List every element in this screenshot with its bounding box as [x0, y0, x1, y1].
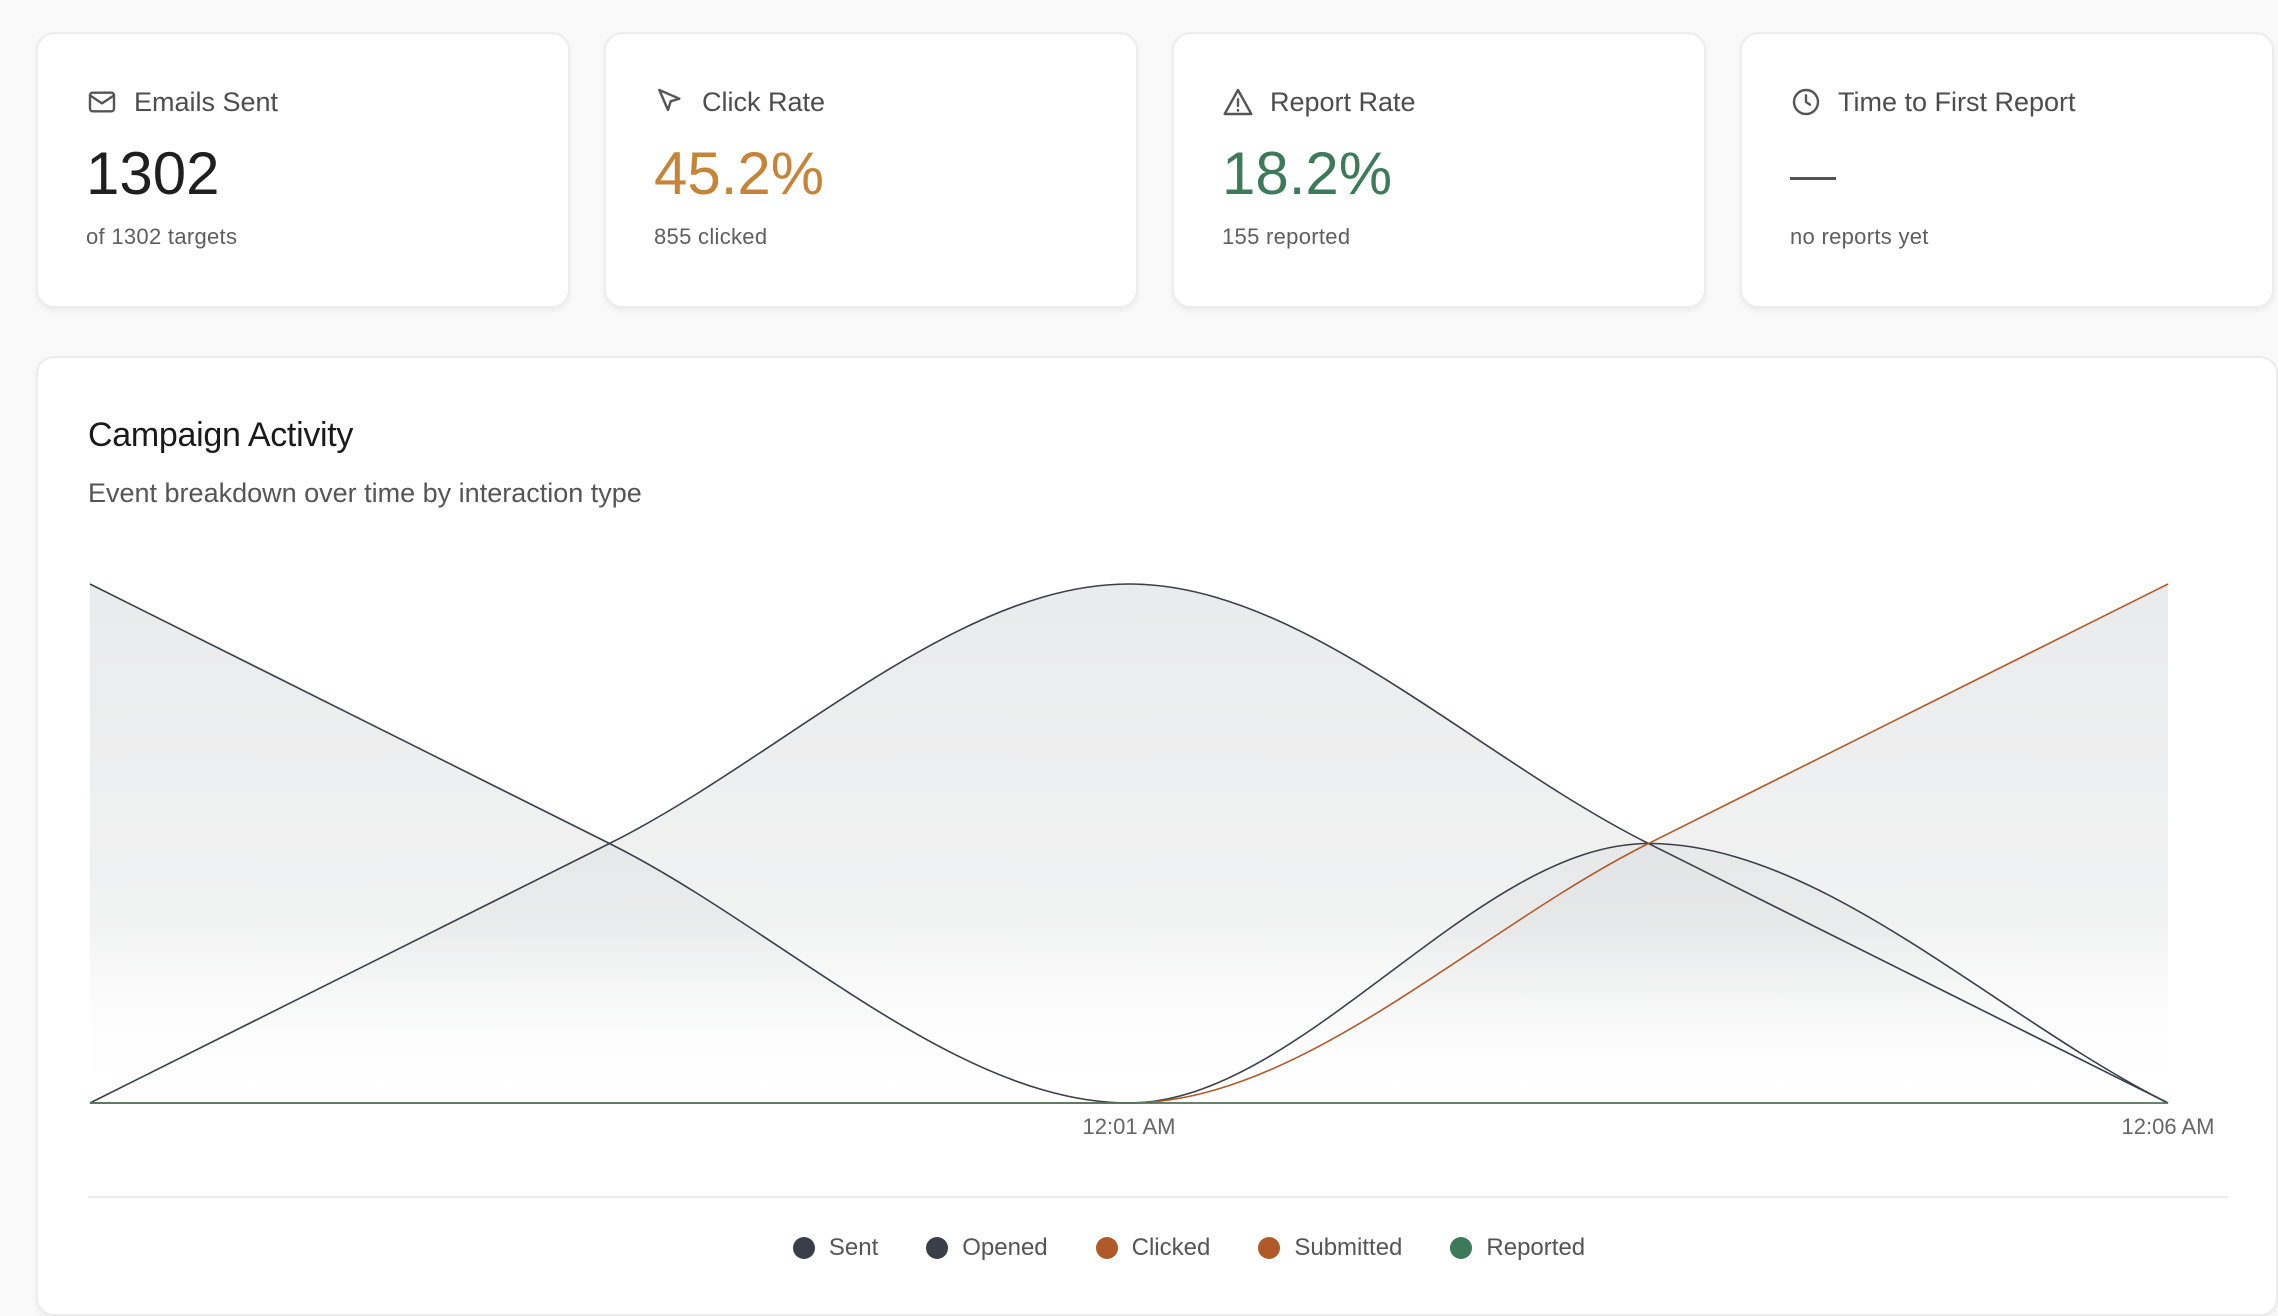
legend-dot-icon: [1450, 1237, 1473, 1259]
stat-value: 18.2%: [1222, 140, 1393, 207]
time-to-first-report-card: Time to First Report no reports yet: [1740, 32, 2274, 308]
stats-row: Emails Sent 1302 of 1302 targets Click R…: [36, 32, 2274, 308]
chart-legend: Sent Opened Clicked Submitted Reported: [38, 1234, 2278, 1262]
cursor-icon: [658, 88, 681, 112]
legend-item-reported[interactable]: Reported: [1450, 1234, 1585, 1262]
chart-divider: [88, 1196, 2228, 1198]
stat-subtext: 155 reported: [1222, 224, 1351, 249]
legend-item-submitted[interactable]: Submitted: [1258, 1234, 1402, 1262]
legend-label: Clicked: [1131, 1234, 1211, 1261]
campaign-activity-card: Campaign Activity Event breakdown over t…: [36, 356, 2278, 1316]
x-tick-label: 12:01 AM: [1083, 1114, 1176, 1139]
empty-dash-icon: [1790, 176, 1836, 180]
stat-label: Report Rate: [1270, 86, 1416, 117]
emails-sent-card: Emails Sent 1302 of 1302 targets: [36, 32, 570, 308]
legend-label: Sent: [828, 1234, 879, 1261]
legend-dot-icon: [792, 1237, 815, 1259]
x-tick-label: 12:06 AM: [2122, 1114, 2215, 1139]
card-subtitle: Event breakdown over time by interaction…: [88, 478, 642, 508]
legend-item-clicked[interactable]: Clicked: [1095, 1234, 1211, 1262]
legend-item-opened[interactable]: Opened: [926, 1234, 1048, 1262]
legend-label: Submitted: [1294, 1234, 1403, 1261]
legend-dot-icon: [926, 1237, 949, 1259]
stat-subtext: 855 clicked: [654, 224, 768, 249]
click-rate-card: Click Rate 45.2% 855 clicked: [604, 32, 1138, 308]
stat-value: 1302: [86, 140, 220, 207]
stat-subtext: no reports yet: [1790, 224, 1929, 249]
legend-label: Opened: [962, 1234, 1048, 1261]
stat-value-empty: [1790, 136, 2224, 212]
legend-dot-icon: [1258, 1237, 1281, 1259]
stat-label: Emails Sent: [134, 86, 279, 117]
report-rate-card: Report Rate 18.2% 155 reported: [1172, 32, 1706, 308]
legend-dot-icon: [1095, 1237, 1118, 1259]
stat-label: Click Rate: [702, 86, 826, 117]
card-title: Campaign Activity: [88, 416, 354, 454]
stat-subtext: of 1302 targets: [86, 224, 238, 249]
stat-label: Time to First Report: [1838, 86, 2076, 117]
stat-value: 45.2%: [654, 140, 825, 207]
clock-icon: [1792, 88, 1820, 116]
series-line-opened: [89, 583, 2169, 1104]
legend-item-sent[interactable]: Sent: [792, 1234, 879, 1262]
activity-chart: 12:01 AM 12:06 AM: [89, 583, 2215, 1139]
mail-icon: [88, 91, 116, 113]
series-area-clicked: [90, 584, 2168, 1103]
warning-icon: [1223, 88, 1253, 116]
legend-label: Reported: [1486, 1234, 1586, 1261]
